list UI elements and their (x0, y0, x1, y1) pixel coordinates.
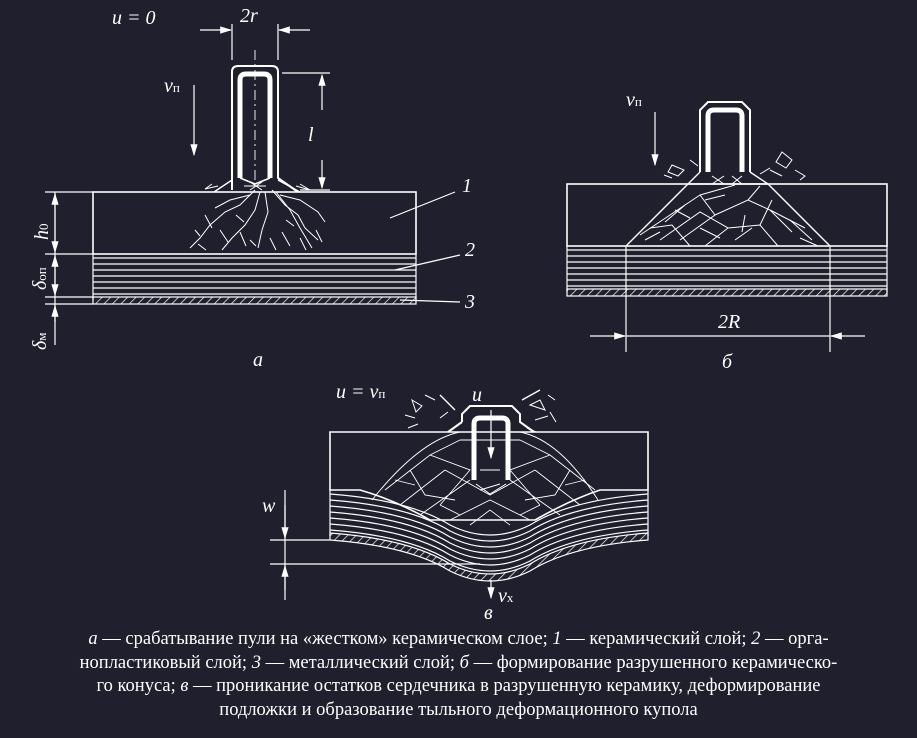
a-crack-field (189, 189, 326, 251)
c-vx-label: vx (498, 585, 514, 607)
a-h0-label: h0 (31, 223, 53, 241)
panel-a (45, 24, 461, 345)
c-ceramic-layer (329, 431, 649, 521)
a-metal-layer (92, 296, 417, 305)
b-vp-label: vп (626, 89, 642, 111)
a-2r-label: 2r (240, 5, 258, 27)
label-3: 3 (465, 291, 475, 313)
a-ceramic-layer (92, 191, 417, 255)
a-dm-label: δм (29, 332, 51, 350)
c-w-label: w (262, 495, 276, 517)
a-dim-l (282, 72, 330, 191)
panel-b (566, 101, 888, 352)
a-l-label: l (308, 124, 314, 146)
a-dim-2r (200, 24, 310, 60)
b-metal-layer (566, 288, 888, 297)
a-dop-label: δоп (29, 267, 51, 290)
label-2: 2 (465, 239, 475, 261)
c-metal-layer (329, 532, 649, 582)
a-organoplastic-layer (92, 254, 417, 300)
b-2R-label: 2R (718, 311, 741, 333)
b-organoplastic-layer (566, 246, 888, 292)
panel-b-letter: б (722, 351, 733, 373)
b-bullet (663, 101, 806, 185)
c-u-eq-label: u = vп (336, 381, 386, 403)
b-fractured-cone (625, 183, 831, 247)
c-fractured-cone (371, 431, 599, 526)
panel-c-letter: в (484, 602, 493, 624)
figure-caption: а — срабатывание пули на «жестком» керам… (79, 629, 838, 720)
label-1: 1 (462, 175, 472, 197)
a-u-zero-label: u = 0 (112, 7, 156, 29)
c-u-label: u (472, 384, 482, 406)
a-bullet (204, 50, 311, 193)
b-ceramic-layer (566, 183, 888, 247)
c-organoplastic-layer (329, 490, 649, 572)
b-dim-2R (590, 246, 865, 352)
panel-a-letter: а (253, 349, 263, 371)
a-vp-label: vп (164, 75, 180, 97)
c-dim-w (270, 490, 480, 600)
panel-c (270, 389, 649, 600)
